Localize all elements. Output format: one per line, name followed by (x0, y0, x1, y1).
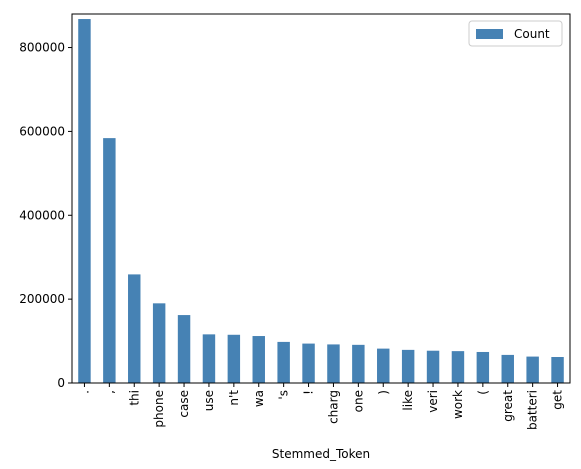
x-tick-label: ! (302, 390, 316, 395)
y-tick-label: 200000 (19, 292, 65, 306)
x-tick-label: thi (127, 390, 141, 406)
x-tick-label: batteri (526, 390, 540, 430)
bars-group (78, 19, 564, 383)
x-tick-label: , (102, 390, 116, 394)
bar-6 (227, 334, 241, 383)
x-tick-label: case (177, 390, 191, 418)
bar-13 (401, 349, 415, 383)
bar-4 (177, 315, 191, 383)
legend-box (468, 20, 563, 47)
x-tick-label: use (202, 390, 216, 411)
bar-12 (377, 348, 390, 383)
x-tick-label: get (551, 390, 565, 410)
legend: Count (468, 20, 563, 47)
x-tick-label: charg (326, 390, 340, 424)
x-tick-label: . (77, 390, 91, 394)
x-tick-label: veri (426, 390, 440, 413)
x-axis-label: Stemmed_Token (272, 447, 370, 461)
legend-label: Count (514, 27, 550, 41)
bar-0 (78, 19, 91, 383)
bar-1 (103, 138, 116, 383)
bar-15 (451, 351, 465, 383)
bar-3 (152, 303, 166, 383)
y-tick-label: 0 (57, 376, 65, 390)
y-tick-label: 400000 (19, 208, 65, 222)
bar-10 (327, 344, 340, 383)
bar-11 (352, 344, 365, 383)
x-tick-label: like (401, 390, 415, 411)
axes-frame (71, 13, 571, 384)
x-tick-label: great (501, 390, 515, 422)
x-tick-label: phone (152, 390, 166, 428)
bar-9 (302, 343, 315, 383)
bar-14 (426, 350, 440, 383)
y-tick-label: 800000 (19, 41, 65, 55)
x-tick-label: 's (277, 390, 291, 400)
x-tick-label: one (351, 390, 365, 412)
bar-8 (277, 341, 290, 383)
bar-18 (526, 356, 539, 383)
x-tick-label: wa (252, 390, 266, 407)
bar-16 (476, 351, 490, 383)
bar-19 (551, 357, 564, 383)
bar-2 (128, 274, 141, 383)
bar-17 (501, 354, 514, 383)
x-axis: ., thi phone case use n't wa 's! charg one) like ve… (77, 383, 565, 430)
x-tick-label: ) (376, 390, 390, 395)
y-axis: 0 200000 400000 600000 800000 (19, 41, 72, 390)
x-tick-label: ( (476, 390, 490, 395)
x-tick-label: work (451, 390, 465, 419)
bar-5 (202, 334, 216, 383)
y-tick-label: 600000 (19, 124, 65, 138)
x-tick-label: n't (227, 390, 241, 406)
legend-swatch (476, 29, 503, 39)
bar-7 (252, 336, 265, 383)
